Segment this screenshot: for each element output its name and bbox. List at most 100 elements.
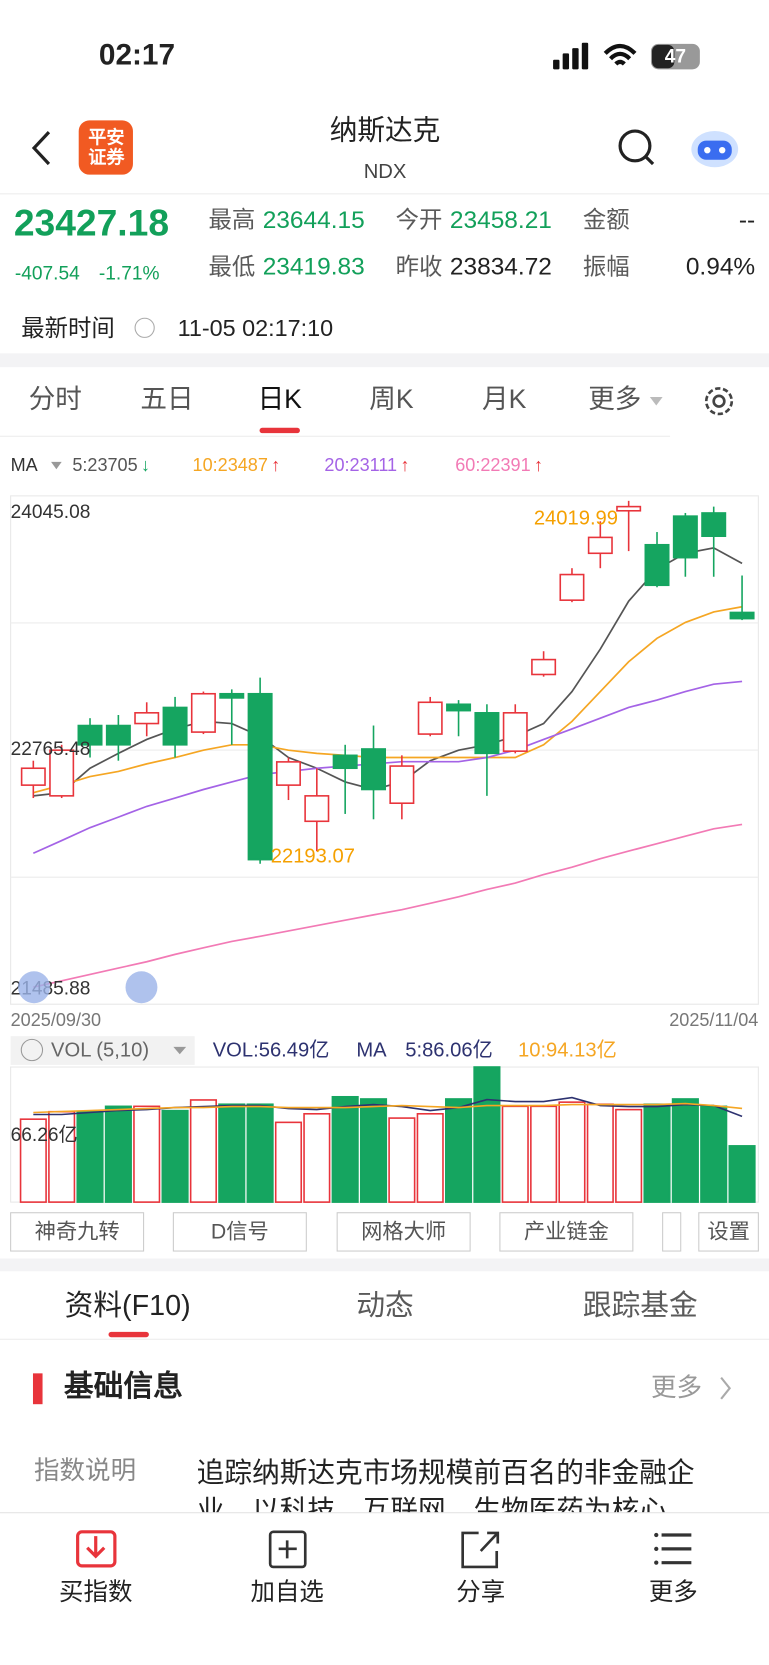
ma-legend-item: 20:23111 ↑ [324, 455, 409, 475]
volume-bar [643, 1103, 671, 1203]
buy-icon[interactable] [76, 1530, 117, 1568]
tool-button[interactable] [10, 1212, 145, 1252]
info-tab[interactable]: 跟踪基金 [583, 1290, 698, 1322]
price-change: -407.54 [15, 264, 80, 285]
max-label: 24019.99 [534, 507, 618, 529]
volume-bar [615, 1108, 643, 1203]
candle-body [474, 712, 500, 755]
candle-body [332, 754, 358, 770]
battery-level [652, 44, 675, 69]
y-tick-label: 22765.48 [11, 739, 91, 760]
active-tab-indicator [259, 427, 300, 434]
candle-body [219, 692, 245, 699]
candle-body [304, 795, 330, 823]
volume-bar [671, 1098, 699, 1203]
info-icon[interactable] [134, 317, 155, 338]
field-value: -- [739, 207, 755, 234]
period-tab[interactable]: 日K [258, 384, 303, 414]
period-tab[interactable]: 五日 [140, 384, 193, 414]
back-button[interactable] [31, 131, 51, 166]
spacer [0, 353, 769, 368]
candle-body [77, 724, 103, 746]
tool-label[interactable]: 神奇九转 [35, 1220, 120, 1244]
candle-body [531, 658, 557, 676]
candle-body [587, 536, 613, 555]
search-button[interactable] [618, 129, 655, 166]
info-tab[interactable]: 资料(F10) [65, 1290, 191, 1322]
nav-label[interactable]: 加自选 [250, 1578, 323, 1606]
volume-bar [161, 1109, 189, 1203]
volume-bar [303, 1113, 331, 1203]
share-icon[interactable] [461, 1531, 500, 1569]
period-tab[interactable]: 月K [482, 384, 527, 414]
signal-icon [553, 42, 589, 70]
info-tab[interactable]: 动态 [356, 1290, 413, 1322]
tool-label[interactable]: 网格大师 [361, 1220, 446, 1244]
vol-selector-label: VOL (5,10) [51, 1039, 149, 1061]
volume-bar [76, 1110, 104, 1203]
ma-legend-arrow: ↑ [534, 455, 543, 475]
candle-body [190, 692, 216, 733]
volume-bar [331, 1095, 359, 1203]
period-tab[interactable]: 分时 [29, 384, 82, 414]
volume-bar [104, 1105, 132, 1203]
update-time: 11-05 02:17:10 [178, 315, 334, 341]
candle-body [275, 761, 301, 786]
tool-label[interactable]: D信号 [211, 1220, 269, 1244]
vol-selector[interactable] [10, 1036, 195, 1065]
tool-button[interactable] [662, 1212, 682, 1252]
tool-button[interactable] [499, 1212, 634, 1252]
candle-body [361, 748, 387, 791]
candle-body [729, 611, 755, 620]
more-link[interactable]: 更多 [651, 1374, 702, 1402]
candle-body [701, 512, 727, 538]
volume-bar [445, 1098, 473, 1203]
ma-legend-label: 60:22391 [455, 455, 530, 475]
menu-icon[interactable] [654, 1532, 692, 1565]
row-text: 追踪纳斯达克市场规模前百名的非金融企业，以科技、互联网、生物医药为核心 [196, 1456, 695, 1517]
ma-legend: 5:23705 ↓ 10:23487 ↑ 20:23111 ↑ 60:22391 ↑ [72, 455, 543, 475]
row-text-box: 追踪纳斯达克市场规模前百名的非金融企业，以科技、互联网、生物医药为核心 [196, 1456, 695, 1517]
volume-bar [416, 1113, 444, 1203]
volume-bar [133, 1105, 161, 1203]
settings-button[interactable] [704, 387, 734, 416]
ma-legend-item: 10:23487 ↑ [193, 455, 281, 475]
expand-button[interactable] [18, 971, 50, 1004]
volume-bar [473, 1066, 501, 1203]
candle-body [446, 703, 472, 712]
tool-button[interactable] [698, 1212, 759, 1252]
nav-label[interactable]: 分享 [456, 1578, 505, 1606]
candle-body [559, 573, 585, 601]
ma-legend-arrow: ↑ [400, 455, 409, 475]
volume-bar [359, 1098, 388, 1203]
nav-label[interactable]: 买指数 [59, 1578, 132, 1606]
tool-label[interactable]: 设置 [707, 1220, 750, 1244]
volume-ma-line [33, 1102, 743, 1114]
wifi-icon [603, 43, 637, 66]
nav-label[interactable]: 更多 [649, 1578, 698, 1606]
add-icon[interactable] [268, 1530, 307, 1569]
period-tab[interactable]: 更多 [588, 384, 641, 414]
tool-label[interactable]: 产业链金 [524, 1220, 609, 1244]
field-label: 最低 [208, 253, 255, 279]
vol-label: VOL:56.49亿 [213, 1038, 330, 1061]
active-tab-indicator [108, 1331, 149, 1338]
volume-bar [246, 1103, 274, 1203]
fullscreen-button[interactable] [125, 971, 158, 1004]
volume-bar [19, 1118, 47, 1203]
period-tab[interactable]: 周K [369, 384, 414, 414]
candle-body [672, 515, 698, 559]
volume-bar [558, 1101, 586, 1203]
ma-legend-item: 60:22391 ↑ [455, 455, 543, 475]
vol-ma-label: MA [356, 1039, 387, 1061]
price-change-pct: -1.71% [99, 264, 160, 285]
section-title: 基础信息 [64, 1369, 183, 1403]
assistant-button[interactable] [691, 131, 739, 168]
ma-label: MA [11, 455, 39, 475]
tool-button[interactable] [172, 1212, 307, 1252]
broker-logo [78, 120, 133, 175]
tool-button[interactable] [336, 1212, 471, 1252]
